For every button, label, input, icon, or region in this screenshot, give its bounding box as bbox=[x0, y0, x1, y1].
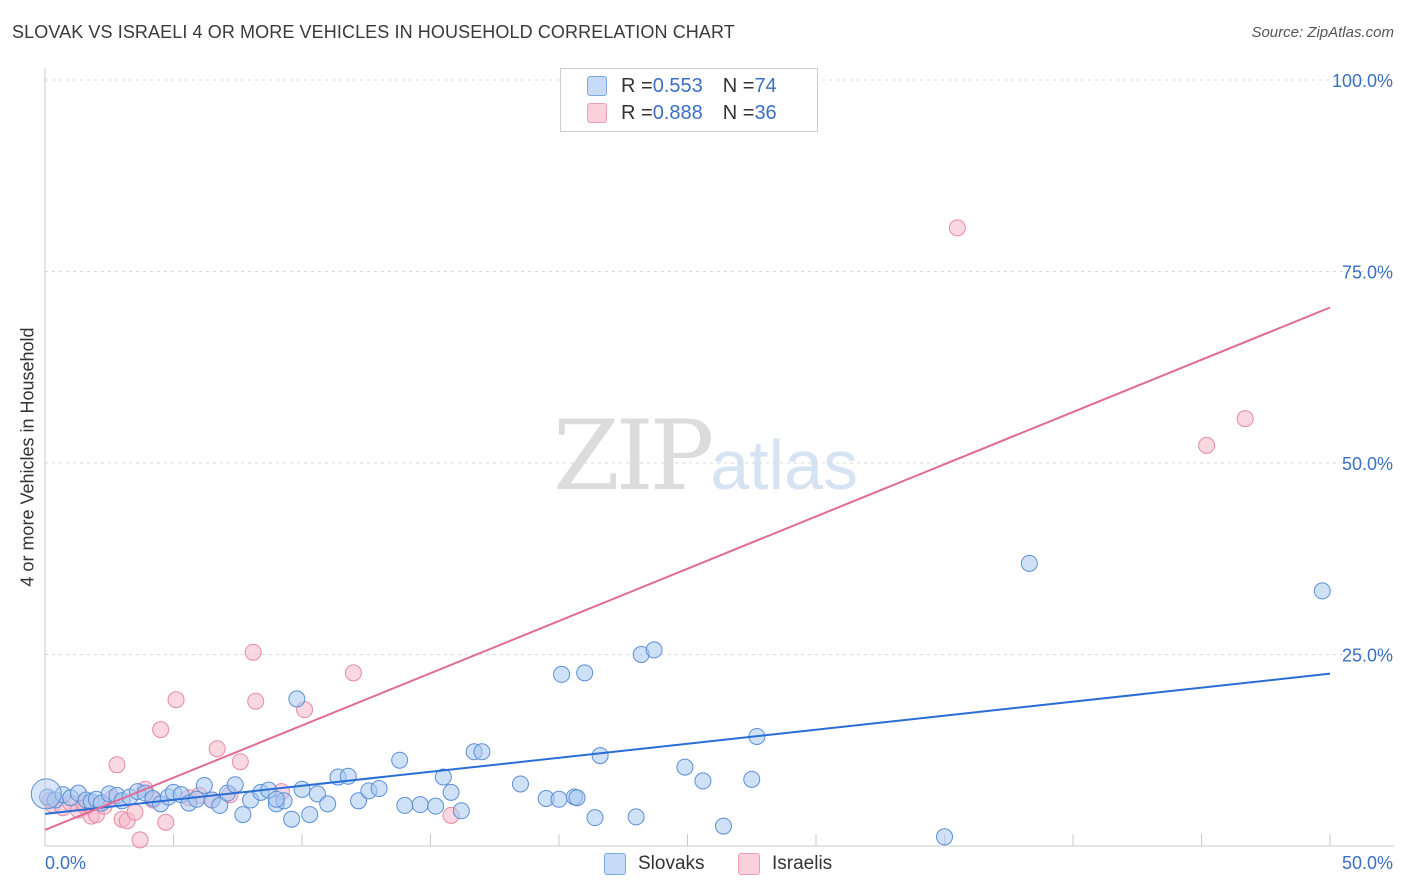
slovak-point bbox=[411, 796, 429, 814]
slovak-point bbox=[714, 817, 732, 835]
slovak-point bbox=[627, 808, 645, 826]
legend-r-label: R = bbox=[621, 101, 653, 124]
legend-n-value: 74 bbox=[754, 74, 777, 97]
watermark-zip: ZIP bbox=[553, 400, 714, 512]
israeli-point bbox=[948, 219, 966, 237]
grid-lines bbox=[45, 79, 1394, 655]
slovak-point bbox=[442, 783, 460, 801]
slovak-point bbox=[1313, 582, 1331, 600]
slovak-point bbox=[676, 758, 694, 776]
bottom-legend-slovaks: Slovaks bbox=[604, 852, 705, 876]
watermark-atlas: atlas bbox=[710, 426, 859, 504]
trend-lines bbox=[44, 306, 1331, 831]
slovak-point bbox=[234, 806, 252, 824]
y-tick-label: 75.0% bbox=[1342, 263, 1393, 283]
slovak-point bbox=[370, 780, 388, 798]
slovak-point bbox=[743, 770, 761, 788]
correlation-legend: R = 0.553 N = 74 R = 0.888 N = 36 bbox=[560, 68, 818, 132]
slovak-point bbox=[591, 747, 609, 765]
y-axis-label: 4 or more Vehicles in Household bbox=[17, 327, 38, 587]
legend-r-label: R = bbox=[621, 74, 653, 97]
legend-r-value: 0.553 bbox=[652, 74, 703, 97]
bottom-legend-label-israelis: Israelis bbox=[772, 853, 833, 874]
legend-r-value: 0.888 bbox=[652, 101, 703, 124]
israeli-point bbox=[152, 721, 170, 739]
slovak-point bbox=[288, 690, 306, 708]
slovak-point bbox=[694, 772, 712, 790]
slovak-point bbox=[568, 789, 586, 807]
israeli-point bbox=[244, 643, 262, 661]
bottom-legend-swatch-slovaks bbox=[604, 853, 626, 875]
slovak-point bbox=[576, 664, 594, 682]
israeli-point bbox=[131, 831, 149, 849]
slovak-point bbox=[550, 790, 568, 808]
slovak-point bbox=[511, 775, 529, 793]
israeli-point bbox=[157, 813, 175, 831]
slovak-point bbox=[391, 751, 409, 769]
slovak-point bbox=[226, 776, 244, 794]
slovak-point bbox=[553, 665, 571, 683]
bottom-legend-label-slovaks: Slovaks bbox=[638, 853, 705, 874]
tick-labels: 100.0% 75.0% 50.0% 25.0% 0.0% 50.0% bbox=[45, 71, 1393, 873]
slovak-point bbox=[350, 792, 368, 810]
y-tick-label: 100.0% bbox=[1332, 71, 1393, 91]
legend-swatch-israelis bbox=[587, 103, 607, 123]
slovak-point bbox=[452, 802, 470, 820]
slovak-point bbox=[319, 795, 337, 813]
israelis-trend-line bbox=[44, 306, 1331, 831]
x-tick-label: 50.0% bbox=[1342, 853, 1393, 873]
israeli-point bbox=[1198, 436, 1216, 454]
slovak-point bbox=[301, 806, 319, 824]
israeli-point bbox=[108, 756, 126, 774]
legend-n-value: 36 bbox=[754, 101, 777, 124]
slovaks-trend-line bbox=[44, 672, 1331, 815]
y-tick-label: 25.0% bbox=[1342, 646, 1393, 666]
slovak-point bbox=[283, 810, 301, 828]
legend-swatch-slovaks bbox=[587, 76, 607, 96]
axes bbox=[44, 68, 1394, 847]
slovak-point bbox=[586, 809, 604, 827]
legend-n-label: N = bbox=[722, 74, 755, 97]
chart-title: SLOVAK VS ISRAELI 4 OR MORE VEHICLES IN … bbox=[12, 22, 735, 42]
slovak-point bbox=[427, 797, 445, 815]
bottom-legend-israelis: Israelis bbox=[738, 852, 832, 876]
israeli-point bbox=[231, 753, 249, 771]
israeli-point bbox=[167, 691, 185, 709]
slovak-point bbox=[308, 785, 326, 803]
zipatlas-watermark: ZIPatlas bbox=[553, 400, 858, 512]
legend-n-label: N = bbox=[722, 101, 755, 124]
israeli-point bbox=[1236, 410, 1254, 428]
x-tick-label: 0.0% bbox=[45, 853, 86, 873]
slovak-point bbox=[396, 796, 414, 814]
slovak-point bbox=[645, 641, 663, 659]
slovak-point bbox=[267, 790, 285, 808]
slovak-point bbox=[1020, 554, 1038, 572]
legend-row-slovaks: R = 0.553 N = 74 bbox=[587, 73, 777, 99]
israeli-point bbox=[247, 692, 265, 710]
slovak-point bbox=[30, 778, 62, 810]
slovak-point bbox=[434, 768, 452, 786]
israeli-point bbox=[126, 803, 144, 821]
israeli-point bbox=[344, 664, 362, 682]
source-label: Source: ZipAtlas.com bbox=[1251, 24, 1394, 41]
slovak-point bbox=[473, 743, 491, 761]
bottom-legend-swatch-israelis bbox=[738, 853, 760, 875]
slovak-point bbox=[211, 796, 229, 814]
slovaks-points bbox=[30, 554, 1331, 846]
legend-row-israelis: R = 0.888 N = 36 bbox=[587, 100, 777, 126]
slovak-point bbox=[936, 828, 953, 846]
y-tick-label: 50.0% bbox=[1342, 454, 1393, 474]
israelis-points bbox=[41, 219, 1254, 849]
slovak-point bbox=[195, 776, 213, 794]
israeli-point bbox=[208, 740, 226, 758]
slovak-point bbox=[293, 780, 311, 798]
